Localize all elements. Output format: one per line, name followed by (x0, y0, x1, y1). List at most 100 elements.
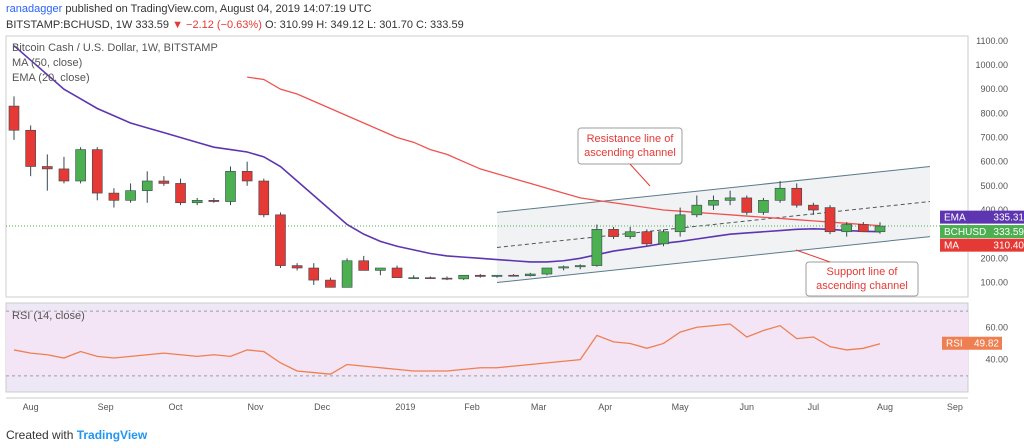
price-tick-label: 400.00 (980, 205, 1008, 215)
time-tick-label: Dec (314, 402, 331, 412)
candle-body (558, 266, 569, 269)
resistance-callout-line: Resistance line of (587, 133, 675, 145)
header-line-2: BITSTAMP:BCHUSD, 1W 333.59 ▼ −2.12 (−0.6… (6, 19, 464, 31)
price-tick-label: 1100.00 (976, 36, 1008, 46)
rsi-tag-value: 49.82 (974, 339, 999, 350)
candle-body (524, 273, 536, 277)
rsi-tag-name: RSI (946, 339, 963, 350)
candle-body (774, 187, 786, 201)
price-text: 333.59 (135, 19, 170, 31)
author-link[interactable]: ranadagger (6, 3, 63, 15)
ma-legend: MA (50, close) (12, 57, 83, 69)
candle-body (541, 267, 553, 275)
symbol-text: BITSTAMP:BCHUSD, 1W (6, 19, 133, 31)
support-line (496, 236, 931, 283)
candle-body (208, 200, 220, 202)
candle-body (175, 183, 186, 204)
rsi-tag (942, 336, 1002, 350)
rsi-line (13, 323, 881, 375)
support-pointer (795, 249, 831, 263)
candle-body (375, 267, 386, 271)
candle-body (858, 224, 869, 233)
time-tick-label: Nov (247, 402, 264, 412)
price-tag-name: EMA (944, 213, 966, 224)
time-tick-label: Jul (808, 402, 820, 412)
candle-body (275, 214, 286, 266)
candle-body (225, 171, 236, 202)
candle-body (141, 180, 153, 191)
time-tick-label: May (672, 402, 690, 412)
candle-body (358, 260, 370, 271)
rsi-legend: RSI (14, close) (12, 310, 85, 322)
resistance-callout-line: ascending channel (584, 147, 676, 159)
candle-body (425, 277, 436, 279)
time-tick-label: Oct (169, 402, 184, 412)
candle-body (508, 274, 519, 277)
candle-body (458, 274, 469, 280)
tradingview-logo[interactable]: TradingView (76, 428, 148, 442)
candle-body (25, 129, 36, 167)
candle-body (658, 231, 669, 245)
candle-body (475, 274, 486, 277)
candle-body (42, 166, 53, 170)
candle-body (341, 260, 353, 288)
candle-body (874, 225, 886, 233)
rsi-band (6, 311, 968, 376)
price-tick-label: 800.00 (980, 108, 1008, 118)
footer-prefix: Created with (6, 428, 74, 442)
candle-body (708, 200, 719, 206)
resistance-pointer (629, 163, 651, 187)
rsi-tick-label: 40.00 (985, 355, 1008, 365)
support-callout-line: ascending channel (816, 280, 908, 292)
candle-body (441, 277, 453, 280)
candle-body (125, 190, 136, 201)
candle-body (724, 197, 736, 201)
candle-body (91, 149, 103, 194)
candle-body (391, 267, 403, 278)
time-tick-label: Jun (740, 402, 755, 412)
support-callout-box (805, 261, 919, 297)
candle-body (191, 200, 203, 204)
price-tick-label: 1000.00 (975, 60, 1008, 70)
candle-body (791, 187, 803, 206)
price-tick-label: 600.00 (980, 157, 1008, 167)
candle-body (574, 265, 586, 268)
candle-body (758, 200, 769, 213)
price-tick-label: 100.00 (980, 278, 1008, 288)
price-tick-label: 200.00 (980, 253, 1008, 263)
change-text: ▼ −2.12 (−0.63%) (172, 19, 262, 31)
price-tag-name: BCHUSD (944, 227, 986, 238)
candle-body (691, 204, 703, 216)
ma50-line (13, 45, 881, 263)
time-tick-label: Aug (877, 402, 893, 412)
price-tag-value: 333.59 (993, 227, 1024, 238)
time-tick-label: Apr (598, 402, 612, 412)
ema-legend: EMA (20, close) (12, 72, 90, 84)
candle-body (641, 231, 653, 245)
price-tag-value: 335.31 (993, 213, 1024, 224)
candle-body (591, 229, 603, 266)
price-tick-label: 500.00 (980, 181, 1008, 191)
candle-body (624, 231, 636, 237)
price-pane-frame (5, 35, 969, 298)
time-tick-label: Sep (98, 402, 114, 412)
time-tick-label: Feb (464, 402, 480, 412)
candle-body (258, 180, 270, 216)
price-tag (940, 238, 1024, 252)
candle-body (291, 265, 303, 269)
channel-midline (496, 201, 931, 248)
support-callout-line: Support line of (827, 266, 899, 278)
resistance-line (496, 166, 931, 213)
price-tag-value: 310.40 (993, 241, 1024, 252)
published-text: published on TradingView.com, August 04,… (65, 3, 372, 15)
candle-body (491, 274, 503, 277)
price-tag (940, 225, 1024, 239)
time-tick-label: Sep (947, 402, 963, 412)
price-tag-name: MA (944, 241, 959, 252)
candle-body (325, 279, 336, 288)
ohlc-text: O: 310.99 H: 349.12 L: 301.70 C: 333.59 (264, 19, 464, 31)
price-tick-label: 900.00 (980, 84, 1008, 94)
candle-body (158, 180, 170, 184)
candle-body (841, 224, 852, 233)
